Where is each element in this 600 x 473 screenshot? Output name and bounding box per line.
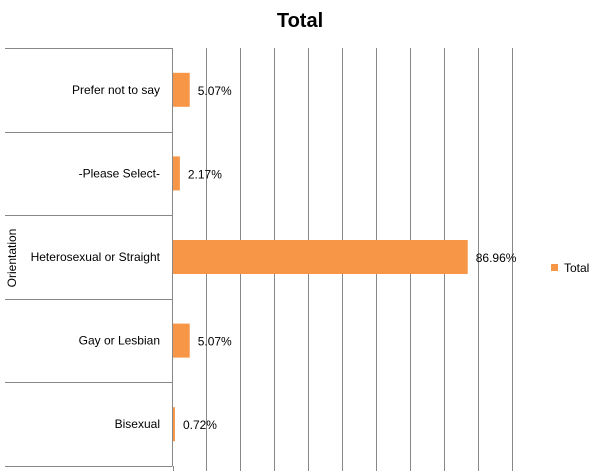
bar <box>172 240 468 274</box>
category-label: Gay or Lesbian <box>79 334 160 348</box>
category-separators <box>5 48 513 471</box>
bar <box>172 156 180 191</box>
category-label: Heterosexual or Straight <box>31 250 161 264</box>
data-label: 0.72% <box>183 418 217 432</box>
data-labels: 5.07% 2.17% 86.96% 5.07% 0.72% <box>183 84 517 432</box>
category-label: -Please Select- <box>79 166 160 180</box>
bar-series <box>172 72 468 442</box>
bar <box>172 72 190 107</box>
chart-title: Total <box>277 10 323 32</box>
bar <box>172 323 190 358</box>
y-axis-label: Orientation <box>5 229 19 288</box>
data-label: 86.96% <box>476 251 517 265</box>
data-label: 5.07% <box>198 84 232 98</box>
bar <box>172 407 175 442</box>
legend: Total <box>551 261 589 275</box>
category-label: Prefer not to say <box>72 83 160 97</box>
legend-swatch <box>551 264 558 271</box>
category-label: Bisexual <box>115 417 160 431</box>
category-labels: Prefer not to say -Please Select- Heterose… <box>31 83 161 431</box>
data-label: 2.17% <box>188 167 222 181</box>
legend-label: Total <box>564 261 589 275</box>
data-label: 5.07% <box>198 335 232 349</box>
